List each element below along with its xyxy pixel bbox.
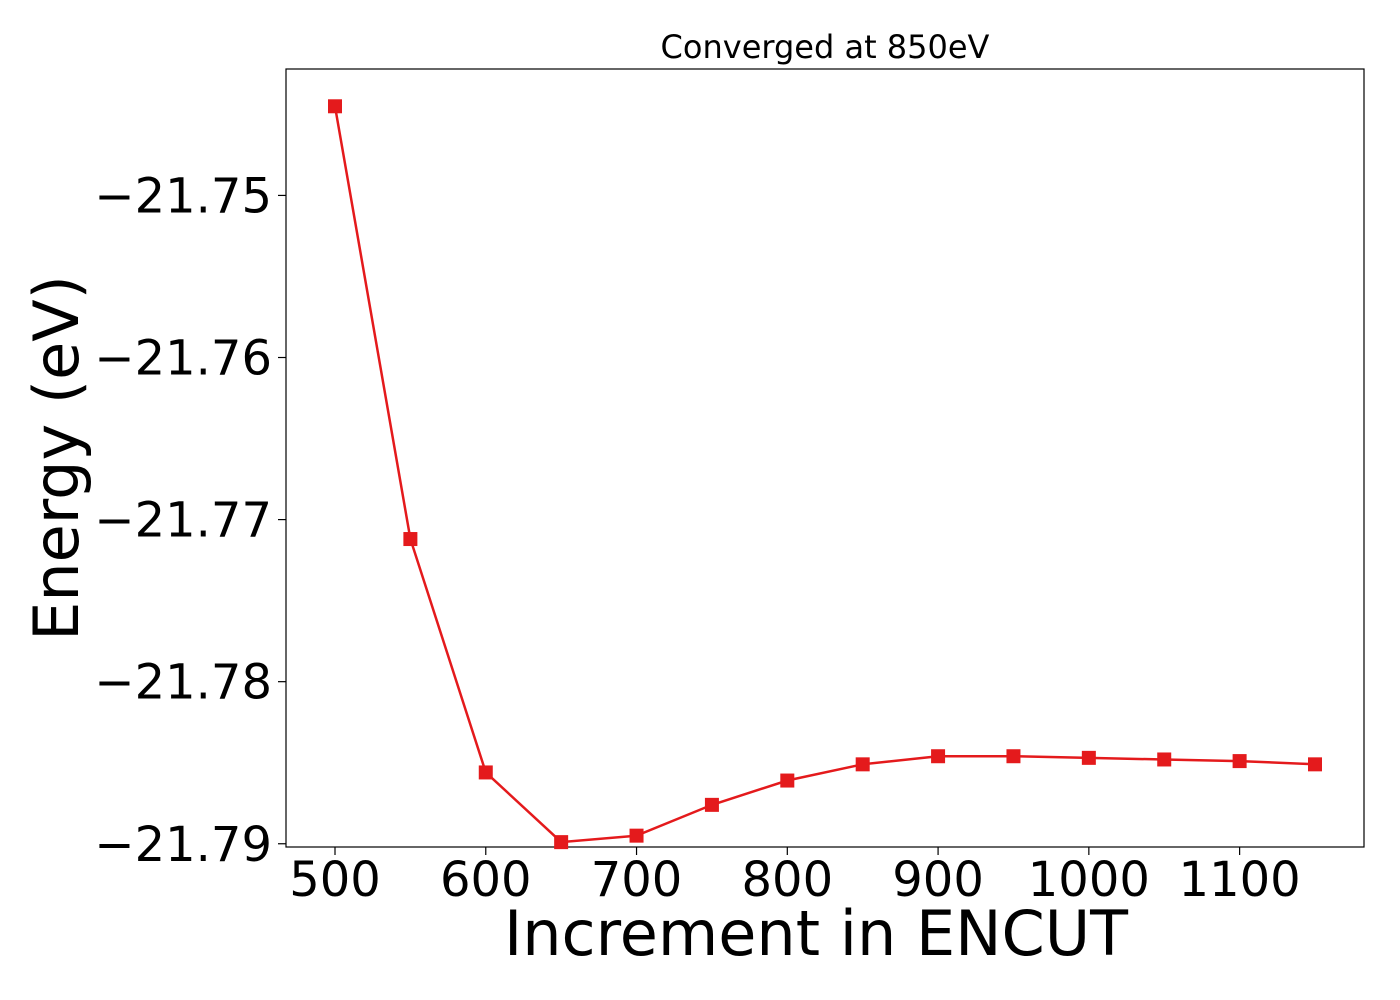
x-axis-label: Increment in ENCUT [504,897,1129,970]
x-tick-label: 500 [289,852,381,908]
data-point-marker [554,835,569,850]
series-line [333,106,1316,844]
y-tick-label: −21.78 [94,655,272,711]
data-point-marker [1232,754,1247,769]
data-point-marker [780,773,795,788]
y-tick-label: −21.75 [94,168,272,224]
data-point-marker [931,749,946,764]
x-tick-label: 900 [892,852,984,908]
y-tick-label: −21.77 [94,493,272,549]
x-tick-label: 700 [591,852,683,908]
plot-frame [285,68,1365,848]
chart-title: Converged at 850eV [661,28,990,66]
series-layer [328,99,1322,850]
data-point-marker [1308,757,1322,772]
data-point-marker [1006,749,1021,764]
y-axis-label: Energy (eV) [20,275,93,641]
x-axis-ticks: 500 600 700 800 900 1000 1100 [289,847,1301,908]
data-point-marker [478,765,493,780]
data-point-marker [1157,752,1172,767]
data-point-marker [855,757,870,772]
x-tick-label: 600 [440,852,532,908]
x-tick-label: 800 [741,852,833,908]
y-tick-label: −21.76 [94,331,272,387]
data-point-marker [1081,750,1096,765]
data-point-marker [328,99,342,114]
data-point-marker [629,828,644,843]
x-tick-label: 1000 [1028,852,1150,908]
y-axis-ticks: −21.75 −21.76 −21.77 −21.78 −21.79 [94,168,286,873]
y-tick-label: −21.79 [94,817,272,873]
data-point-marker [704,797,719,812]
x-tick-label: 1100 [1179,852,1301,908]
data-point-marker [403,532,418,547]
